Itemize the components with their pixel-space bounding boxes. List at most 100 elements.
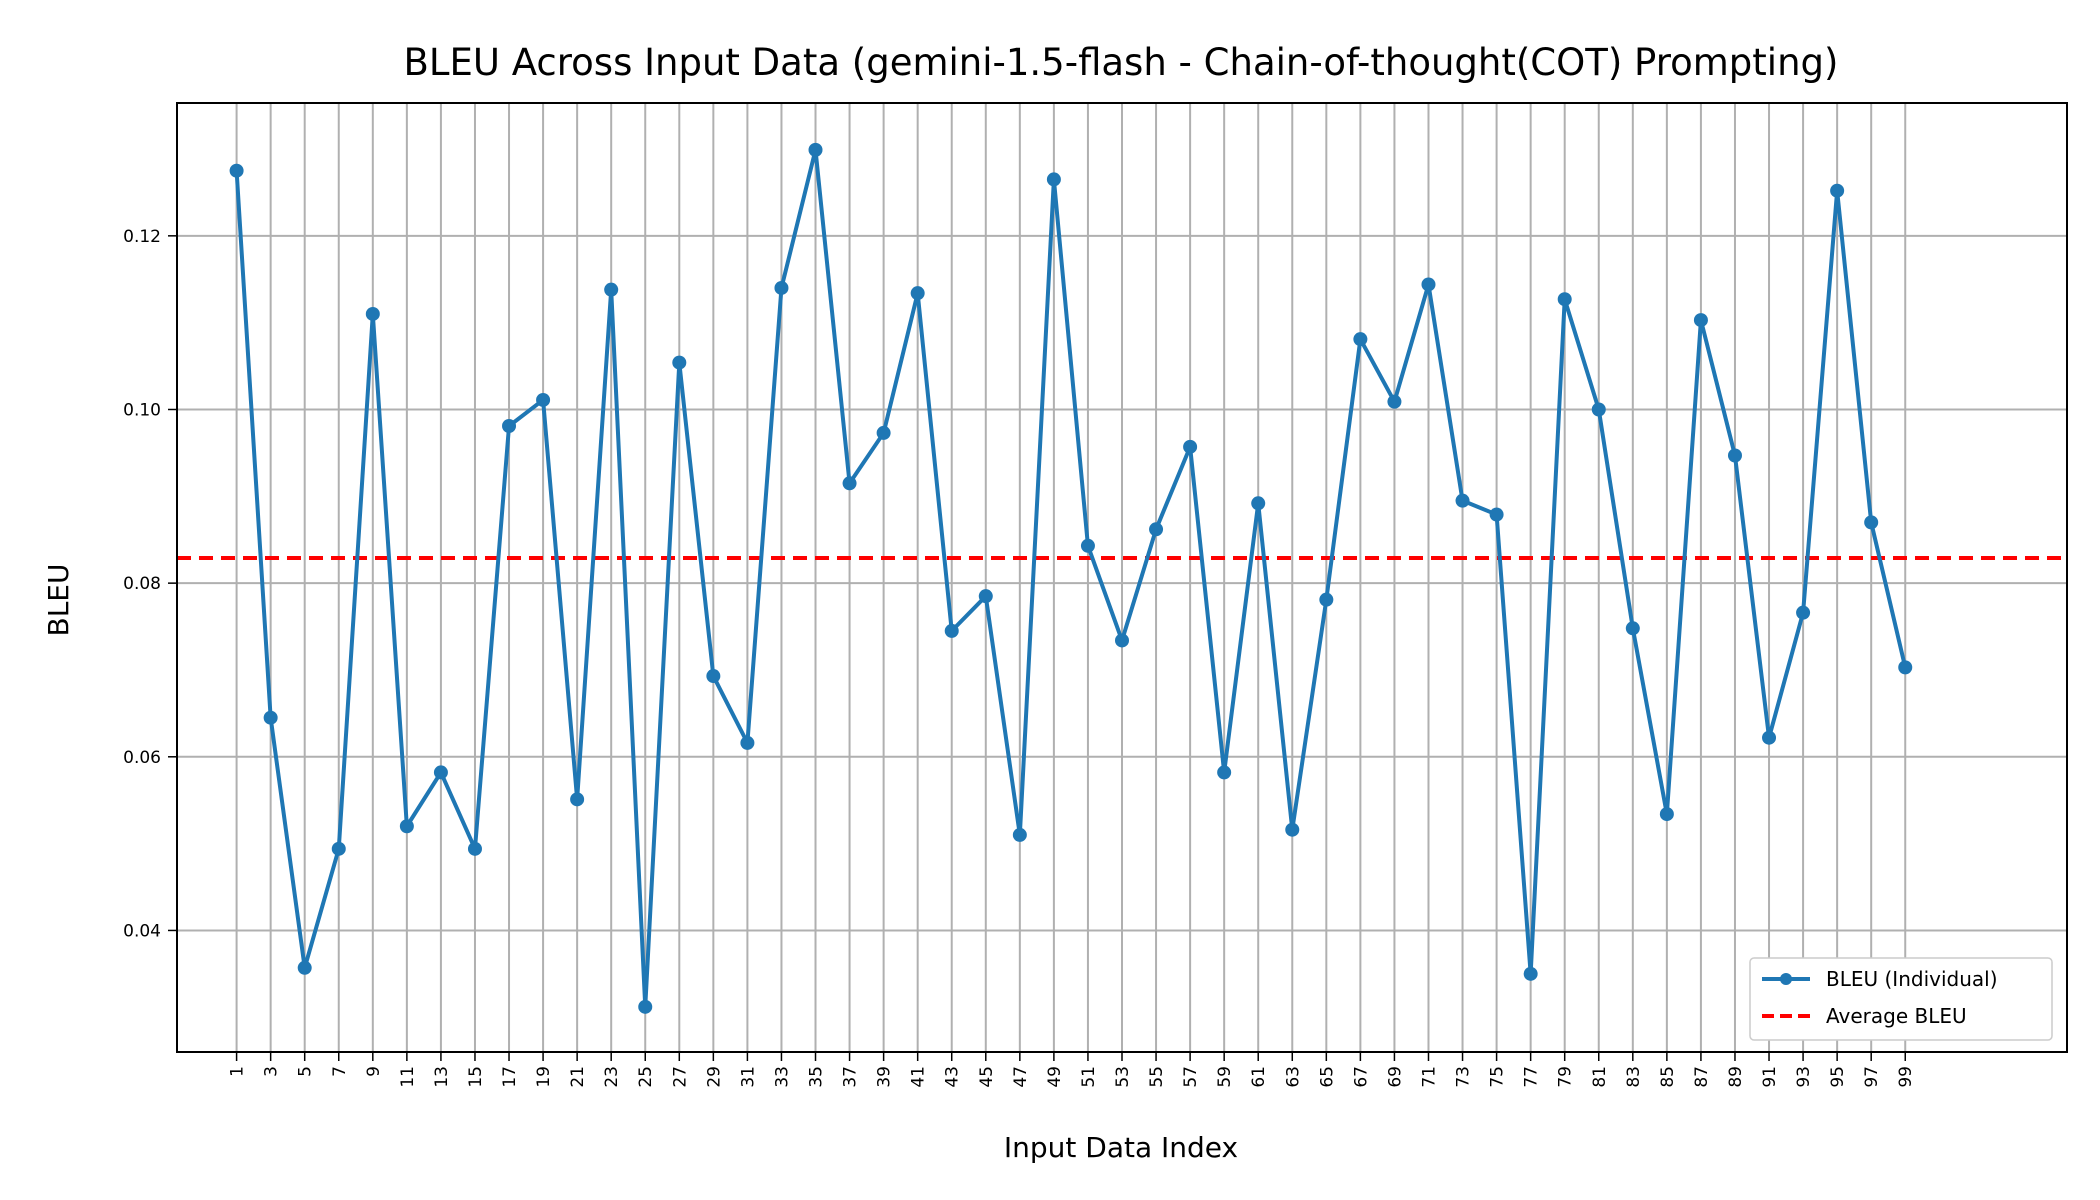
- x-tick-label: 29: [704, 1066, 724, 1088]
- data-point: [331, 841, 346, 856]
- data-point: [1898, 660, 1913, 675]
- x-tick-label: 53: [1113, 1066, 1133, 1088]
- data-point: [1830, 183, 1845, 198]
- x-axis-ticks: 1 3 5 7 9 11 13 15 17 19 21 23 25 27 29 31 33 35 37 39 41 43 4…: [228, 1052, 1916, 1088]
- data-point: [399, 819, 414, 834]
- x-tick-label: 45: [977, 1066, 997, 1088]
- data-point: [297, 960, 312, 975]
- x-tick-label: 97: [1862, 1066, 1882, 1088]
- data-point: [1796, 605, 1811, 620]
- data-point: [1557, 292, 1572, 307]
- data-point: [1353, 332, 1368, 347]
- data-point: [1489, 507, 1504, 522]
- series-line: [234, 147, 1908, 1009]
- x-tick-label: 5: [296, 1066, 316, 1077]
- data-point: [1285, 822, 1300, 837]
- data-point: [1251, 496, 1266, 511]
- data-point: [536, 392, 551, 407]
- x-tick-label: 57: [1181, 1066, 1201, 1088]
- x-tick-label: 55: [1147, 1066, 1167, 1088]
- data-point: [1012, 827, 1027, 842]
- x-tick-label: 15: [466, 1066, 486, 1088]
- data-point: [638, 999, 653, 1014]
- x-tick-label: 17: [500, 1066, 520, 1088]
- y-tick-label: 0.12: [123, 227, 161, 247]
- data-point: [910, 286, 925, 301]
- legend-label-average: Average BLEU: [1826, 1004, 1967, 1028]
- data-point: [502, 418, 517, 433]
- x-tick-label: 31: [738, 1066, 758, 1088]
- x-tick-label: 73: [1454, 1066, 1474, 1088]
- x-tick-label: 71: [1419, 1066, 1439, 1088]
- x-tick-label: 79: [1556, 1066, 1576, 1088]
- data-point: [774, 280, 789, 295]
- x-tick-label: 49: [1045, 1066, 1065, 1088]
- x-tick-label: 19: [534, 1066, 554, 1088]
- x-tick-label: 91: [1760, 1066, 1780, 1088]
- x-tick-label: 83: [1624, 1066, 1644, 1088]
- data-point: [1115, 633, 1129, 648]
- x-tick-label: 63: [1283, 1066, 1303, 1088]
- data-point: [706, 669, 721, 684]
- x-tick-label: 99: [1896, 1066, 1916, 1088]
- data-point: [672, 355, 687, 370]
- data-point: [876, 425, 891, 440]
- x-tick-label: 11: [398, 1066, 418, 1088]
- x-tick-label: 39: [875, 1066, 895, 1088]
- x-tick-label: 65: [1317, 1066, 1337, 1088]
- x-tick-label: 7: [330, 1066, 350, 1077]
- data-point: [1046, 172, 1061, 187]
- x-tick-label: 89: [1726, 1066, 1746, 1088]
- x-tick-label: 47: [1011, 1066, 1031, 1088]
- chart-title: BLEU Across Input Data (gemini-1.5-flash…: [404, 41, 1839, 84]
- x-tick-label: 43: [943, 1066, 963, 1088]
- x-tick-label: 23: [602, 1066, 622, 1088]
- data-point: [263, 710, 278, 725]
- x-tick-label: 25: [636, 1066, 656, 1088]
- data-point: [1183, 439, 1198, 454]
- data-point: [467, 841, 482, 856]
- data-point: [740, 735, 755, 750]
- x-tick-label: 9: [364, 1066, 384, 1077]
- data-point: [433, 765, 448, 780]
- x-tick-label: 95: [1828, 1066, 1848, 1088]
- data-point: [1864, 515, 1879, 530]
- x-axis-label: Input Data Index: [1004, 1131, 1238, 1164]
- x-tick-label: 33: [772, 1066, 792, 1088]
- y-axis-label: BLEU: [42, 564, 75, 637]
- x-tick-label: 37: [841, 1066, 861, 1088]
- x-tick-label: 87: [1692, 1066, 1712, 1088]
- data-point: [1625, 621, 1640, 636]
- data-point: [1591, 402, 1606, 417]
- data-point: [1762, 730, 1777, 745]
- legend: BLEU (Individual) Average BLEU: [1749, 957, 2053, 1041]
- data-point: [1387, 394, 1402, 409]
- y-tick-label: 0.04: [123, 921, 161, 941]
- legend-label-individual: BLEU (Individual): [1826, 967, 1998, 991]
- data-point: [1421, 277, 1436, 292]
- x-tick-label: 27: [670, 1066, 690, 1088]
- x-tick-label: 93: [1794, 1066, 1814, 1088]
- x-tick-label: 35: [807, 1066, 827, 1088]
- data-point: [1319, 592, 1334, 607]
- x-tick-label: 59: [1215, 1066, 1235, 1088]
- data-point: [1727, 448, 1742, 463]
- x-tick-label: 13: [432, 1066, 452, 1088]
- x-tick-label: 41: [909, 1066, 929, 1088]
- series: [229, 142, 1913, 1014]
- data-point: [1217, 765, 1232, 780]
- x-tick-label: 1: [228, 1066, 248, 1077]
- grid: [177, 103, 2067, 1052]
- x-tick-label: 77: [1522, 1066, 1542, 1088]
- x-tick-label: 67: [1351, 1066, 1371, 1088]
- data-point: [1080, 538, 1095, 553]
- x-tick-label: 85: [1658, 1066, 1678, 1088]
- legend-marker-individual: [1780, 973, 1792, 985]
- x-tick-label: 61: [1249, 1066, 1269, 1088]
- data-point: [1455, 493, 1470, 508]
- data-point: [570, 792, 585, 807]
- data-point: [978, 589, 993, 604]
- y-tick-label: 0.10: [123, 400, 161, 420]
- x-tick-label: 81: [1590, 1066, 1610, 1088]
